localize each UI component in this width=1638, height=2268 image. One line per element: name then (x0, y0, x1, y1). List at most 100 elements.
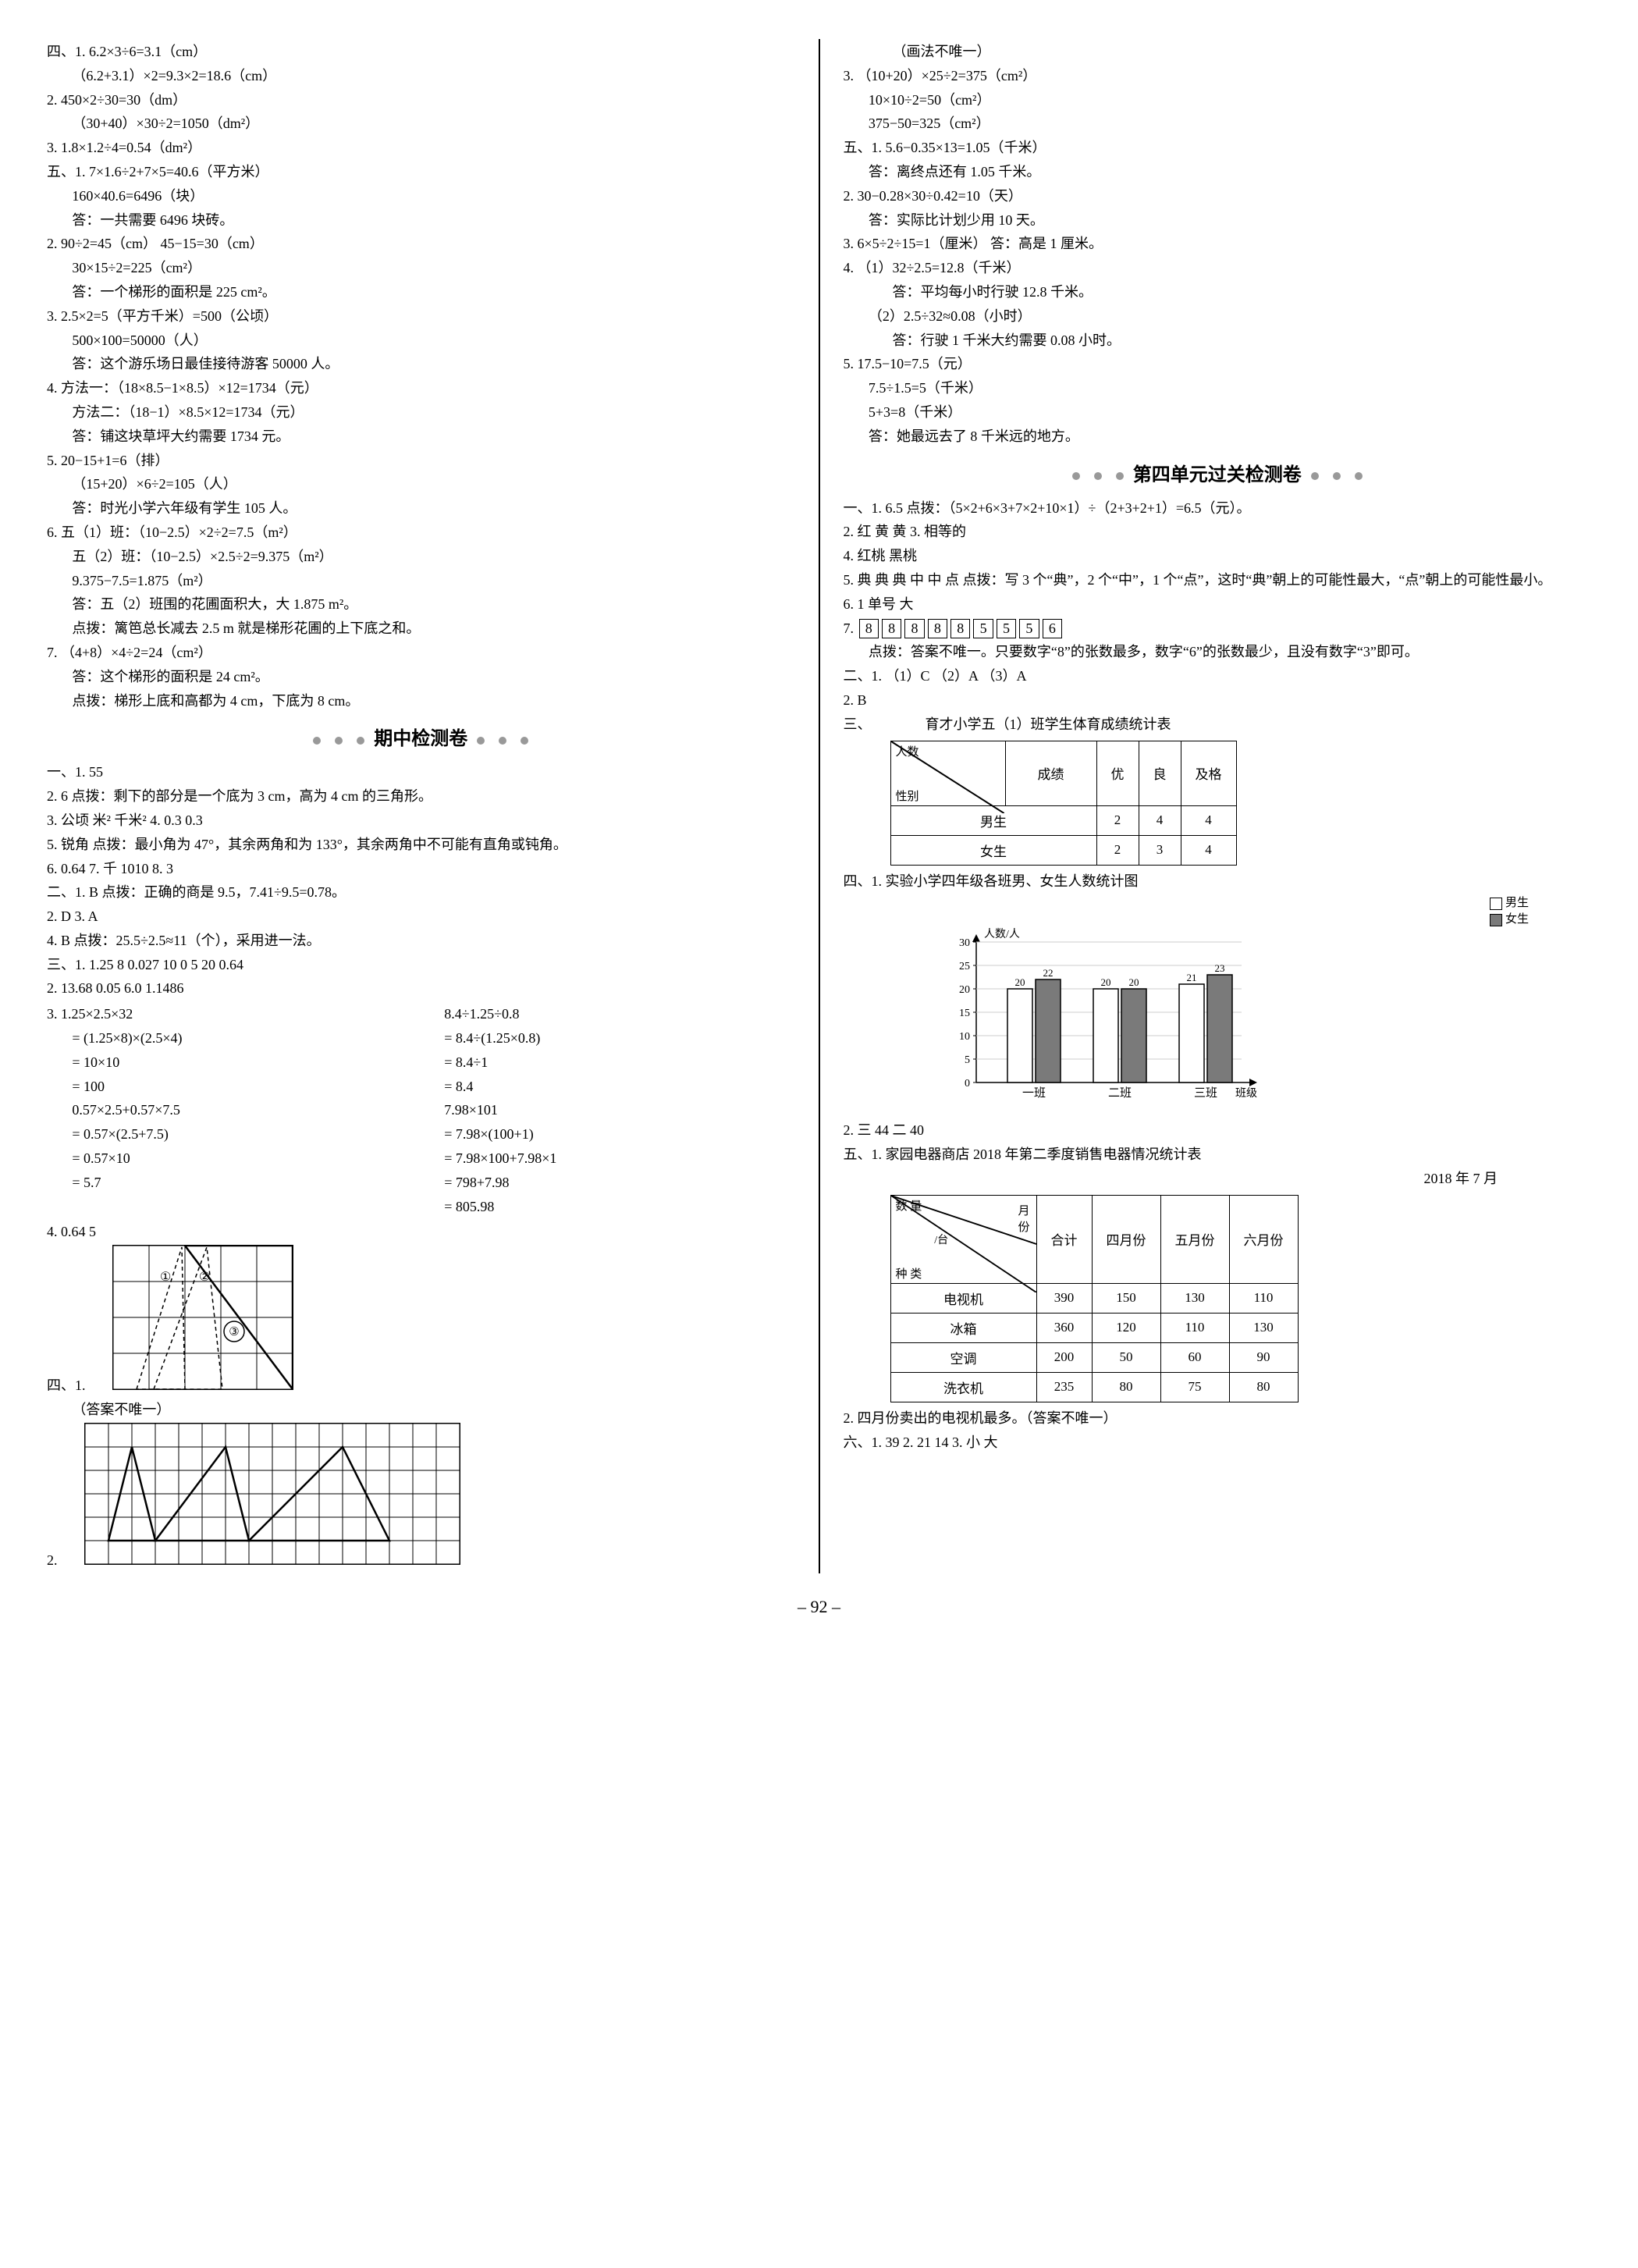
l: （15+20）×6÷2=105（人） (47, 473, 795, 496)
dot-icon (521, 737, 528, 745)
l: 160×40.6=6496（块） (47, 185, 795, 208)
grid-figure-2 (84, 1423, 460, 1565)
l: 2. 90÷2=45（cm） 45−15=30（cm） (47, 233, 795, 255)
l: = 0.57×10 (47, 1147, 397, 1170)
l: 2. 红 黄 黄 3. 相等的 (844, 521, 1592, 543)
calc-left: 3. 1.25×2.5×32 = (1.25×8)×(2.5×4) = 10×1… (47, 1001, 397, 1219)
dot-icon (499, 737, 506, 745)
l: 3. 1.25×2.5×32 (47, 1003, 397, 1026)
svg-text:①: ① (160, 1271, 171, 1284)
l: 答：时光小学六年级有学生 105 人。 (47, 497, 795, 520)
l: 6. 1 单号 大 (844, 593, 1592, 616)
table1-title: 育才小学五（1）班学生体育成绩统计表 (926, 716, 1171, 732)
boxed-number: 8 (859, 619, 879, 638)
l: 点拨：答案不唯一。只要数字“8”的张数最多，数字“6”的张数最少，且没有数字“3… (844, 641, 1592, 663)
boxed-number: 5 (997, 619, 1016, 638)
midterm-title: 期中检测卷 (374, 729, 467, 749)
svg-text:二班: 二班 (1107, 1086, 1131, 1100)
l: 答：平均每小时行驶 12.8 千米。 (844, 281, 1592, 304)
l: 六、1. 39 2. 21 14 3. 小 大 (844, 1431, 1592, 1454)
l: 4. 0.64 5 (47, 1221, 795, 1243)
boxed-number: 8 (928, 619, 947, 638)
l: 答：这个梯形的面积是 24 cm²。 (47, 666, 795, 688)
svg-text:10: 10 (959, 1031, 970, 1043)
page-number: – 92 – (47, 1597, 1591, 1617)
svg-text:5: 5 (965, 1054, 970, 1066)
svg-text:22: 22 (1043, 967, 1053, 979)
l: 五、1. 5.6−0.35×13=1.05（千米） (844, 137, 1592, 159)
l: 答：离终点还有 1.05 千米。 (844, 161, 1592, 183)
svg-text:②: ② (199, 1271, 210, 1284)
column-divider (819, 39, 820, 1573)
label: 2. (47, 1552, 58, 1568)
dot-icon (1116, 472, 1124, 480)
right-column: （画法不唯一） 3. （10+20）×25÷2=375（cm²） 10×10÷2… (844, 39, 1592, 1573)
l: 2. 6 点拨：剩下的部分是一个底为 3 cm，高为 4 cm 的三角形。 (47, 785, 795, 808)
grid-figure-1: ③①② (112, 1245, 293, 1390)
l: 四、1. 6.2×3÷6=3.1（cm） (47, 41, 795, 63)
sec5-block: 五、1. 7×1.6÷2+7×5=40.6（平方米） 160×40.6=6496… (47, 161, 795, 712)
l: 答：她最远去了 8 千米远的地方。 (844, 425, 1592, 448)
l: 6. 五（1）班：（10−2.5）×2÷2=7.5（m²） (47, 521, 795, 544)
l: 答：一个梯形的面积是 225 cm²。 (47, 281, 795, 304)
l: 点拨：梯形上底和高都为 4 cm，下底为 8 cm。 (47, 690, 795, 713)
dot-icon (335, 737, 343, 745)
l: 4. （1）32÷2.5=12.8（千米） (844, 257, 1592, 279)
l: 7.98×101 (444, 1099, 794, 1122)
dot-icon (1355, 472, 1363, 480)
dot-icon (313, 737, 321, 745)
l: （6.2+3.1）×2=9.3×2=18.6（cm） (47, 65, 795, 87)
l: 4. 红桃 黑桃 (844, 545, 1592, 567)
l: 三、 育才小学五（1）班学生体育成绩统计表 (844, 713, 1592, 736)
l: 一、1. 55 (47, 761, 795, 784)
l: = 5.7 (47, 1171, 397, 1194)
l: 五（2）班：（10−2.5）×2.5÷2=9.375（m²） (47, 546, 795, 568)
l: 5. 锐角 点拨：最小角为 47°，其余两角和为 133°，其余两角中不可能有直… (47, 834, 795, 856)
l: = 7.98×(100+1) (444, 1123, 794, 1146)
svg-text:0: 0 (965, 1078, 970, 1090)
midterm-block: 一、1. 55 2. 6 点拨：剩下的部分是一个底为 3 cm，高为 4 cm … (47, 761, 795, 1000)
dot-icon (357, 737, 364, 745)
l: = (1.25×8)×(2.5×4) (47, 1027, 397, 1050)
box-numbers: 888885556 (858, 620, 1064, 636)
l: 7. 888885556 (844, 617, 1592, 640)
l: 答：铺这块草坪大约需要 1734 元。 (47, 425, 795, 448)
calc-columns: 3. 1.25×2.5×32 = (1.25×8)×(2.5×4) = 10×1… (47, 1001, 795, 1219)
l: 四、1. ③①② (47, 1245, 795, 1397)
l: 10×10÷2=50（cm²） (844, 89, 1592, 112)
l: （2）2.5÷32≈0.08（小时） (844, 305, 1592, 328)
svg-text:班级: 班级 (1235, 1087, 1257, 1100)
l: 9.375−7.5=1.875（m²） (47, 570, 795, 592)
calc-right: 8.4÷1.25÷0.8 = 8.4÷(1.25×0.8) = 8.4÷1 = … (444, 1001, 794, 1219)
dot-icon (1072, 472, 1080, 480)
svg-text:21: 21 (1186, 972, 1196, 983)
sec3-label: 三、 (844, 716, 872, 732)
l: 2. B (844, 689, 1592, 712)
boxed-number: 5 (973, 619, 993, 638)
svg-text:20: 20 (1128, 976, 1139, 988)
l: 2. 450×2÷30=30（dm） (47, 89, 795, 112)
midterm-header: 期中检测卷 (47, 723, 795, 750)
l: 方法二：（18−1）×8.5×12=1734（元） (47, 401, 795, 424)
table2-date: 2018 年 7 月 (844, 1168, 1592, 1190)
l: 答：这个游乐场日最佳接待游客 50000 人。 (47, 353, 795, 375)
left-column: 四、1. 6.2×3÷6=3.1（cm） （6.2+3.1）×2=9.3×2=1… (47, 39, 795, 1573)
svg-text:20: 20 (1100, 976, 1110, 988)
l: 二、1. （1）C （2）A （3）A (844, 665, 1592, 688)
l: （30+40）×30÷2=1050（dm²） (47, 112, 795, 135)
boxed-number: 5 (1019, 619, 1039, 638)
l: 答：一共需要 6496 块砖。 (47, 209, 795, 232)
l: 375−50=325（cm²） (844, 112, 1592, 135)
l: = 0.57×(2.5+7.5) (47, 1123, 397, 1146)
l: 五、1. 家园电器商店 2018 年第二季度销售电器情况统计表 (844, 1143, 1592, 1166)
l: = 8.4÷1 (444, 1051, 794, 1074)
svg-text:三班: 三班 (1193, 1086, 1217, 1100)
svg-text:25: 25 (959, 961, 970, 972)
l: 2. 三 44 二 40 (844, 1119, 1592, 1142)
l: 答：五（2）班围的花圃面积大，大 1.875 m²。 (47, 593, 795, 616)
l: 3. （10+20）×25÷2=375（cm²） (844, 65, 1592, 87)
boxed-number: 8 (882, 619, 901, 638)
l: 四、1. 实验小学四年级各班男、女生人数统计图 (844, 870, 1592, 893)
svg-text:30: 30 (959, 937, 970, 949)
l: = 805.98 (444, 1196, 794, 1218)
